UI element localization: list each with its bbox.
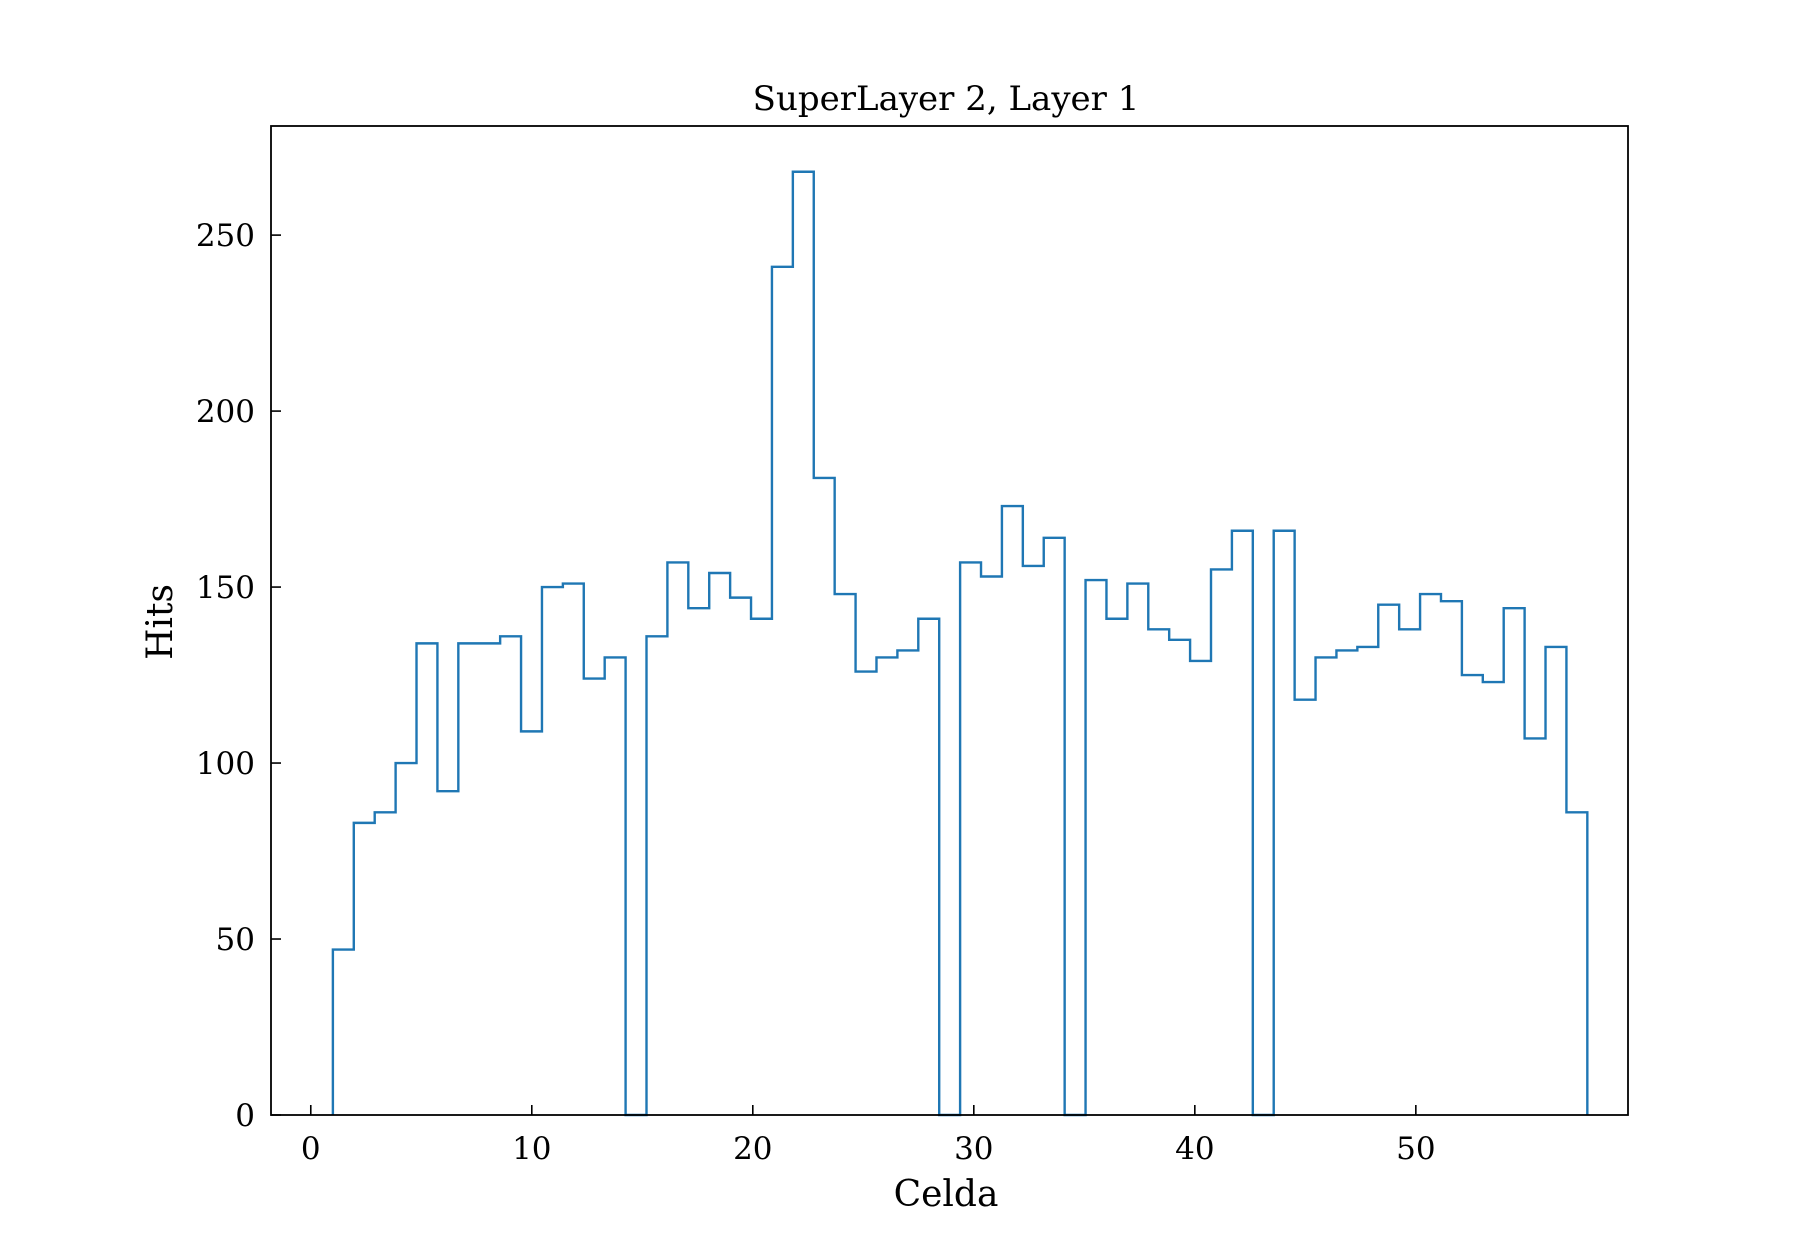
- y-tick-label: 50: [216, 922, 255, 958]
- y-tick-label: 200: [196, 394, 255, 430]
- chart-title: SuperLayer 2, Layer 1: [753, 79, 1140, 119]
- histogram-step-series: [331, 170, 1589, 1117]
- x-tick-label: 0: [301, 1131, 321, 1167]
- axis-ticks: 0 10 20 30 40 50 0 50 100 150 200 250: [196, 218, 1436, 1167]
- y-tick-label: 250: [196, 218, 255, 254]
- y-tick-label: 0: [235, 1098, 255, 1134]
- x-tick-label: 10: [512, 1131, 551, 1167]
- x-tick-label: 40: [1175, 1131, 1214, 1167]
- y-tick-label: 150: [196, 570, 255, 606]
- x-tick-label: 30: [954, 1131, 993, 1167]
- x-tick-label: 20: [733, 1131, 772, 1167]
- y-tick-label: 100: [196, 746, 255, 782]
- x-axis-label: Celda: [894, 1174, 999, 1215]
- plot-frame: [270, 125, 1629, 1116]
- y-axis-label: Hits: [140, 584, 181, 660]
- x-tick-label: 50: [1396, 1131, 1435, 1167]
